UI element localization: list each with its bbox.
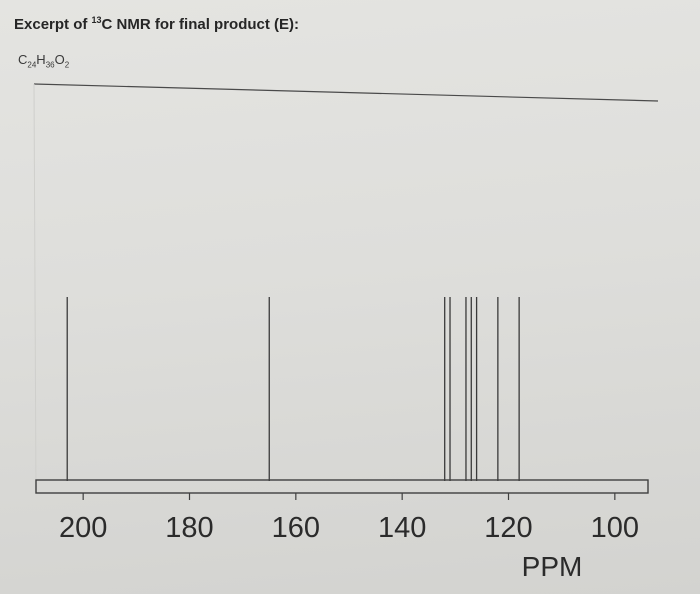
x-axis-ticks xyxy=(82,493,616,500)
spectrum-left-border xyxy=(33,83,37,495)
title-prefix: Excerpt of xyxy=(14,16,92,33)
spectrum-top-border xyxy=(33,83,659,102)
tick-label-100: 100 xyxy=(591,512,639,544)
molecular-formula: C24H36O2 xyxy=(18,52,69,70)
tick-label-120: 120 xyxy=(484,512,532,544)
formula-hydrogen: H xyxy=(36,52,46,67)
formula-oxygen-count: 2 xyxy=(64,60,70,70)
formula-carbon: C xyxy=(18,52,28,67)
x-axis-tick-labels: 200 180 160 140 120 100 xyxy=(59,512,639,544)
formula-hydrogen-count: 36 xyxy=(45,60,55,70)
x-axis-label: PPM xyxy=(522,551,583,582)
tick-label-200: 200 xyxy=(59,512,107,544)
peak-group xyxy=(66,297,520,481)
spectrum-title: Excerpt of 13C NMR for final product (E)… xyxy=(14,15,299,33)
formula-carbon-count: 24 xyxy=(27,60,37,70)
tick-label-160: 160 xyxy=(272,512,320,544)
title-suffix: C NMR for final product (E): xyxy=(101,16,300,33)
tick-label-140: 140 xyxy=(378,512,426,544)
tick-label-180: 180 xyxy=(165,512,213,544)
spectrum-baseline-box xyxy=(35,479,649,494)
title-isotope-mass: 13 xyxy=(91,15,102,25)
formula-oxygen: O xyxy=(54,52,65,67)
